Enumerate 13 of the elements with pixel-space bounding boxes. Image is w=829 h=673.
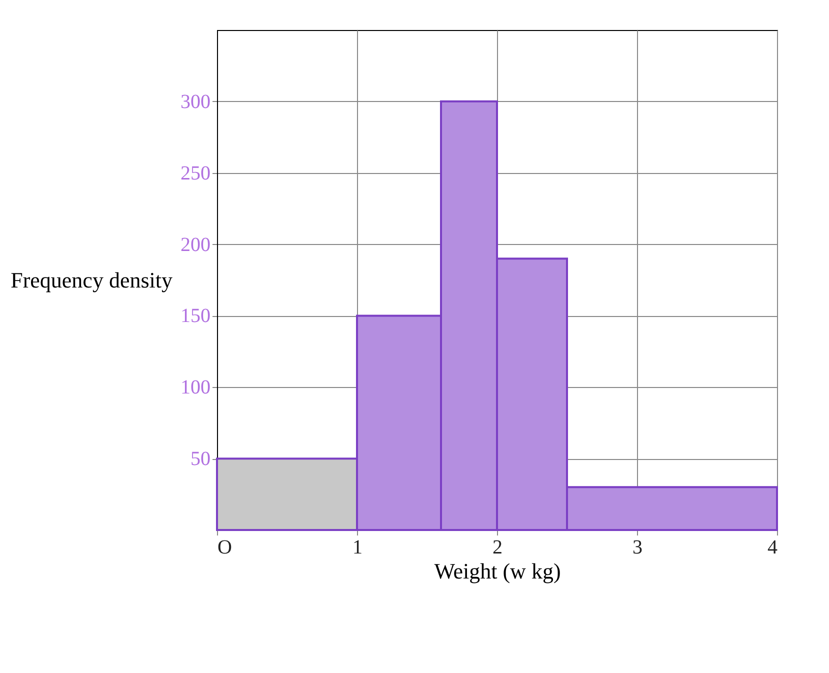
y-tick-label: 50 — [190, 448, 210, 470]
y-tick-label: 100 — [180, 376, 210, 399]
x-tick-label: 4 — [768, 536, 778, 558]
y-tick-label: 250 — [180, 162, 210, 184]
y-axis-title: Frequency density — [10, 268, 172, 292]
y-tick-label: 300 — [180, 90, 210, 113]
x-tick-label: 3 — [632, 536, 642, 558]
x-tick-label: O — [218, 536, 232, 558]
y-tick-label: 200 — [180, 234, 210, 256]
x-tick-label: 2 — [492, 536, 502, 558]
y-tick-label: 150 — [180, 305, 210, 328]
x-axis-title: Weight (w kg) — [434, 558, 561, 584]
x-tick-label: 1 — [352, 536, 362, 558]
